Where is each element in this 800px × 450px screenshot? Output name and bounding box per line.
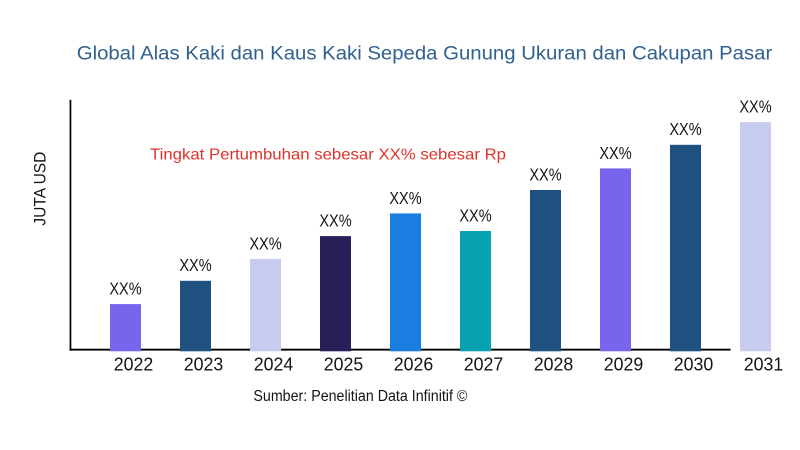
svg-text:XX%: XX% (249, 233, 281, 253)
svg-text:2031: 2031 (744, 354, 784, 374)
svg-text:2023: 2023 (184, 354, 224, 374)
svg-text:XX%: XX% (109, 279, 141, 299)
svg-text:2028: 2028 (534, 354, 574, 374)
svg-text:2025: 2025 (324, 354, 364, 374)
svg-text:XX%: XX% (179, 255, 211, 275)
svg-text:XX%: XX% (739, 97, 771, 117)
svg-text:XX%: XX% (319, 211, 351, 231)
svg-text:XX%: XX% (459, 205, 491, 225)
svg-text:Global Alas Kaki dan Kaus Kaki: Global Alas Kaki dan Kaus Kaki Sepeda Gu… (77, 43, 773, 64)
svg-text:2022: 2022 (114, 354, 154, 374)
svg-text:2029: 2029 (604, 354, 644, 374)
svg-text:XX%: XX% (389, 188, 421, 208)
svg-text:2027: 2027 (464, 354, 504, 374)
svg-text:2030: 2030 (674, 354, 714, 374)
svg-text:JUTA USD: JUTA USD (31, 152, 50, 226)
svg-text:XX%: XX% (599, 143, 631, 163)
svg-text:2024: 2024 (254, 354, 294, 374)
svg-text:2026: 2026 (394, 354, 434, 374)
svg-text:XX%: XX% (529, 164, 561, 184)
svg-text:Sumber: Penelitian Data Infini: Sumber: Penelitian Data Infinitif © (253, 388, 468, 405)
svg-text:XX%: XX% (669, 119, 701, 139)
svg-text:Tingkat Pertumbuhan sebesar XX: Tingkat Pertumbuhan sebesar XX% sebesar … (150, 147, 506, 164)
